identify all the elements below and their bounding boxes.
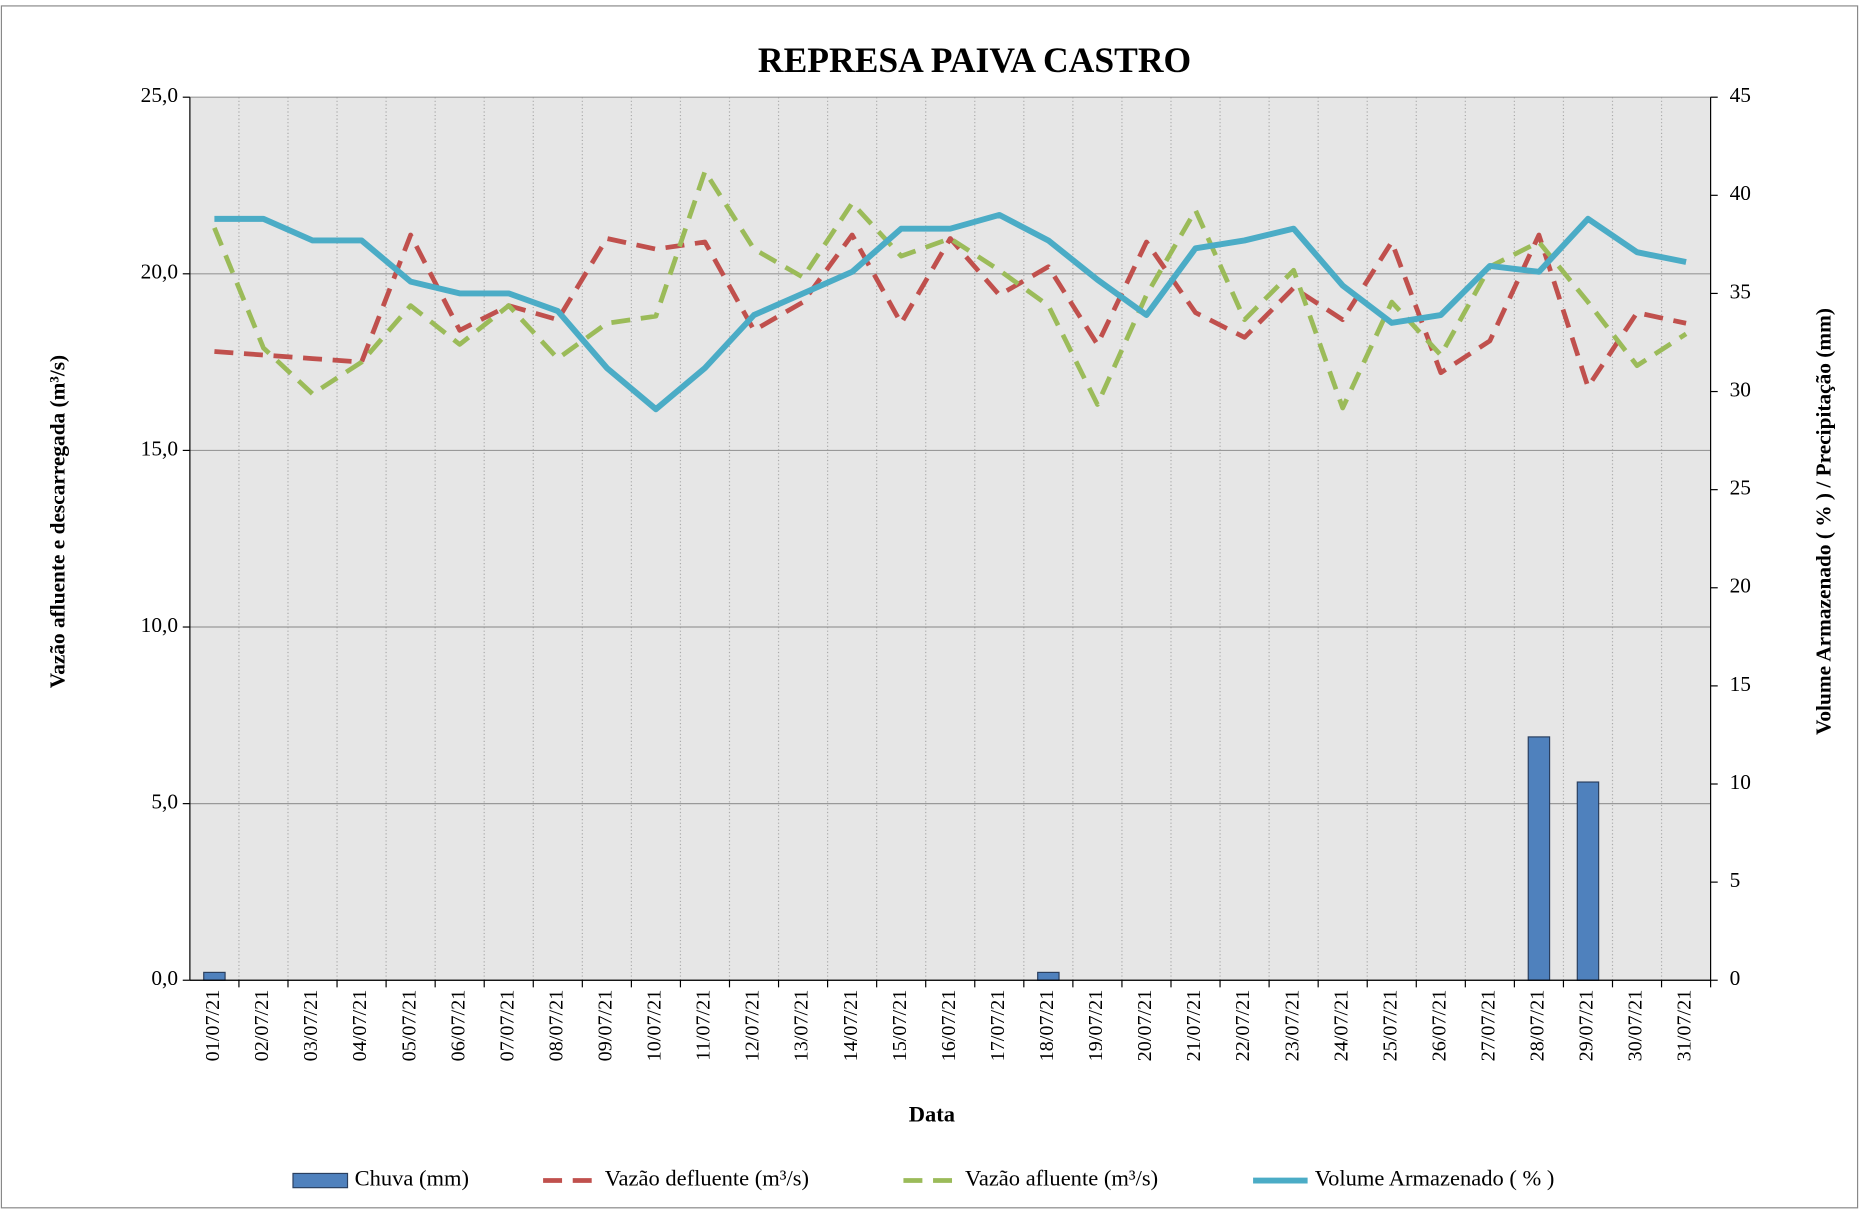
x-tick-label: 26/07/21: [1428, 990, 1450, 1062]
y-axis-title: Vazão afluente e descarregada (m³/s): [45, 355, 69, 688]
x-tick-label: 27/07/21: [1477, 990, 1499, 1062]
y2-axis-title: Volume Armazenado ( % ) / Precipitação (…: [1811, 308, 1835, 735]
x-tick-label: 03/07/21: [300, 990, 322, 1062]
line: [214, 211, 1687, 413]
x-tick-label: 04/07/21: [349, 990, 371, 1062]
x-tick-label: 19/07/21: [1085, 990, 1107, 1062]
x-tick-label: 11/07/21: [693, 990, 715, 1061]
x-tick-label: 15/07/21: [889, 990, 911, 1062]
x-tick-label: 28/07/21: [1527, 990, 1549, 1062]
x-tick-label: 18/07/21: [1036, 990, 1058, 1062]
x-tick-label: 21/07/21: [1183, 990, 1205, 1062]
x-tick-label: 05/07/21: [398, 990, 420, 1062]
y2-tick-label: 10: [1730, 770, 1751, 794]
y2-tick-label: 15: [1730, 672, 1751, 696]
y2-tick-label: 5: [1730, 868, 1741, 892]
x-tick-label: 22/07/21: [1232, 990, 1254, 1062]
legend-label: Volume Armazenado ( % ): [1315, 1166, 1555, 1191]
x-tick-label: 16/07/21: [938, 990, 960, 1062]
y2-tick-label: 40: [1730, 181, 1751, 205]
x-tick-label: 29/07/21: [1576, 990, 1598, 1062]
y2-tick-label: 45: [1730, 83, 1751, 107]
bar: [1037, 971, 1060, 981]
y-tick-label: 15,0: [141, 436, 178, 460]
line: [212, 168, 1688, 411]
x-tick-label: 07/07/21: [496, 990, 518, 1062]
x-tick-label: 10/07/21: [644, 990, 666, 1062]
x-tick-label: 30/07/21: [1625, 990, 1647, 1062]
x-tick-label: 02/07/21: [251, 990, 273, 1062]
y-tick-label: 25,0: [141, 83, 178, 107]
legend-label: Vazão afluente (m³/s): [965, 1166, 1158, 1191]
chart-title: REPRESA PAIVA CASTRO: [758, 40, 1191, 80]
y-tick-label: 0,0: [151, 966, 178, 990]
plot-area: [189, 97, 1711, 981]
y2-tick-label: 25: [1730, 476, 1751, 500]
bar: [1576, 781, 1600, 981]
line: [214, 232, 1687, 390]
y-tick-label: 5,0: [151, 790, 178, 814]
marks: [203, 168, 1688, 981]
x-tick-label: 09/07/21: [594, 990, 616, 1062]
y2-tick-label: 0: [1730, 966, 1741, 990]
y2-tick-label: 20: [1730, 574, 1751, 598]
y2-tick-label: 30: [1730, 377, 1751, 401]
legend-label: Chuva (mm): [355, 1166, 469, 1191]
x-tick-label: 20/07/21: [1134, 990, 1156, 1062]
x-axis-title: Data: [909, 1102, 955, 1127]
x-tick-label: 25/07/21: [1379, 990, 1401, 1062]
bar: [1527, 736, 1551, 981]
x-tick-label: 12/07/21: [742, 990, 764, 1062]
bar: [203, 971, 226, 981]
y2-tick-label: 35: [1730, 279, 1751, 303]
legend-swatch: [292, 1172, 349, 1189]
y-tick-label: 10,0: [141, 613, 178, 637]
x-tick-label: 06/07/21: [447, 990, 469, 1062]
x-tick-label: 31/07/21: [1674, 990, 1696, 1062]
x-tick-label: 13/07/21: [791, 990, 813, 1062]
x-tick-label: 01/07/21: [202, 990, 224, 1062]
x-tick-label: 17/07/21: [987, 990, 1009, 1062]
x-tick-label: 24/07/21: [1330, 990, 1352, 1062]
y-tick-label: 20,0: [141, 260, 178, 284]
legend-label: Vazão defluente (m³/s): [605, 1166, 809, 1191]
x-tick-label: 14/07/21: [840, 990, 862, 1062]
x-tick-label: 08/07/21: [545, 990, 567, 1062]
x-tick-label: 23/07/21: [1281, 990, 1303, 1062]
